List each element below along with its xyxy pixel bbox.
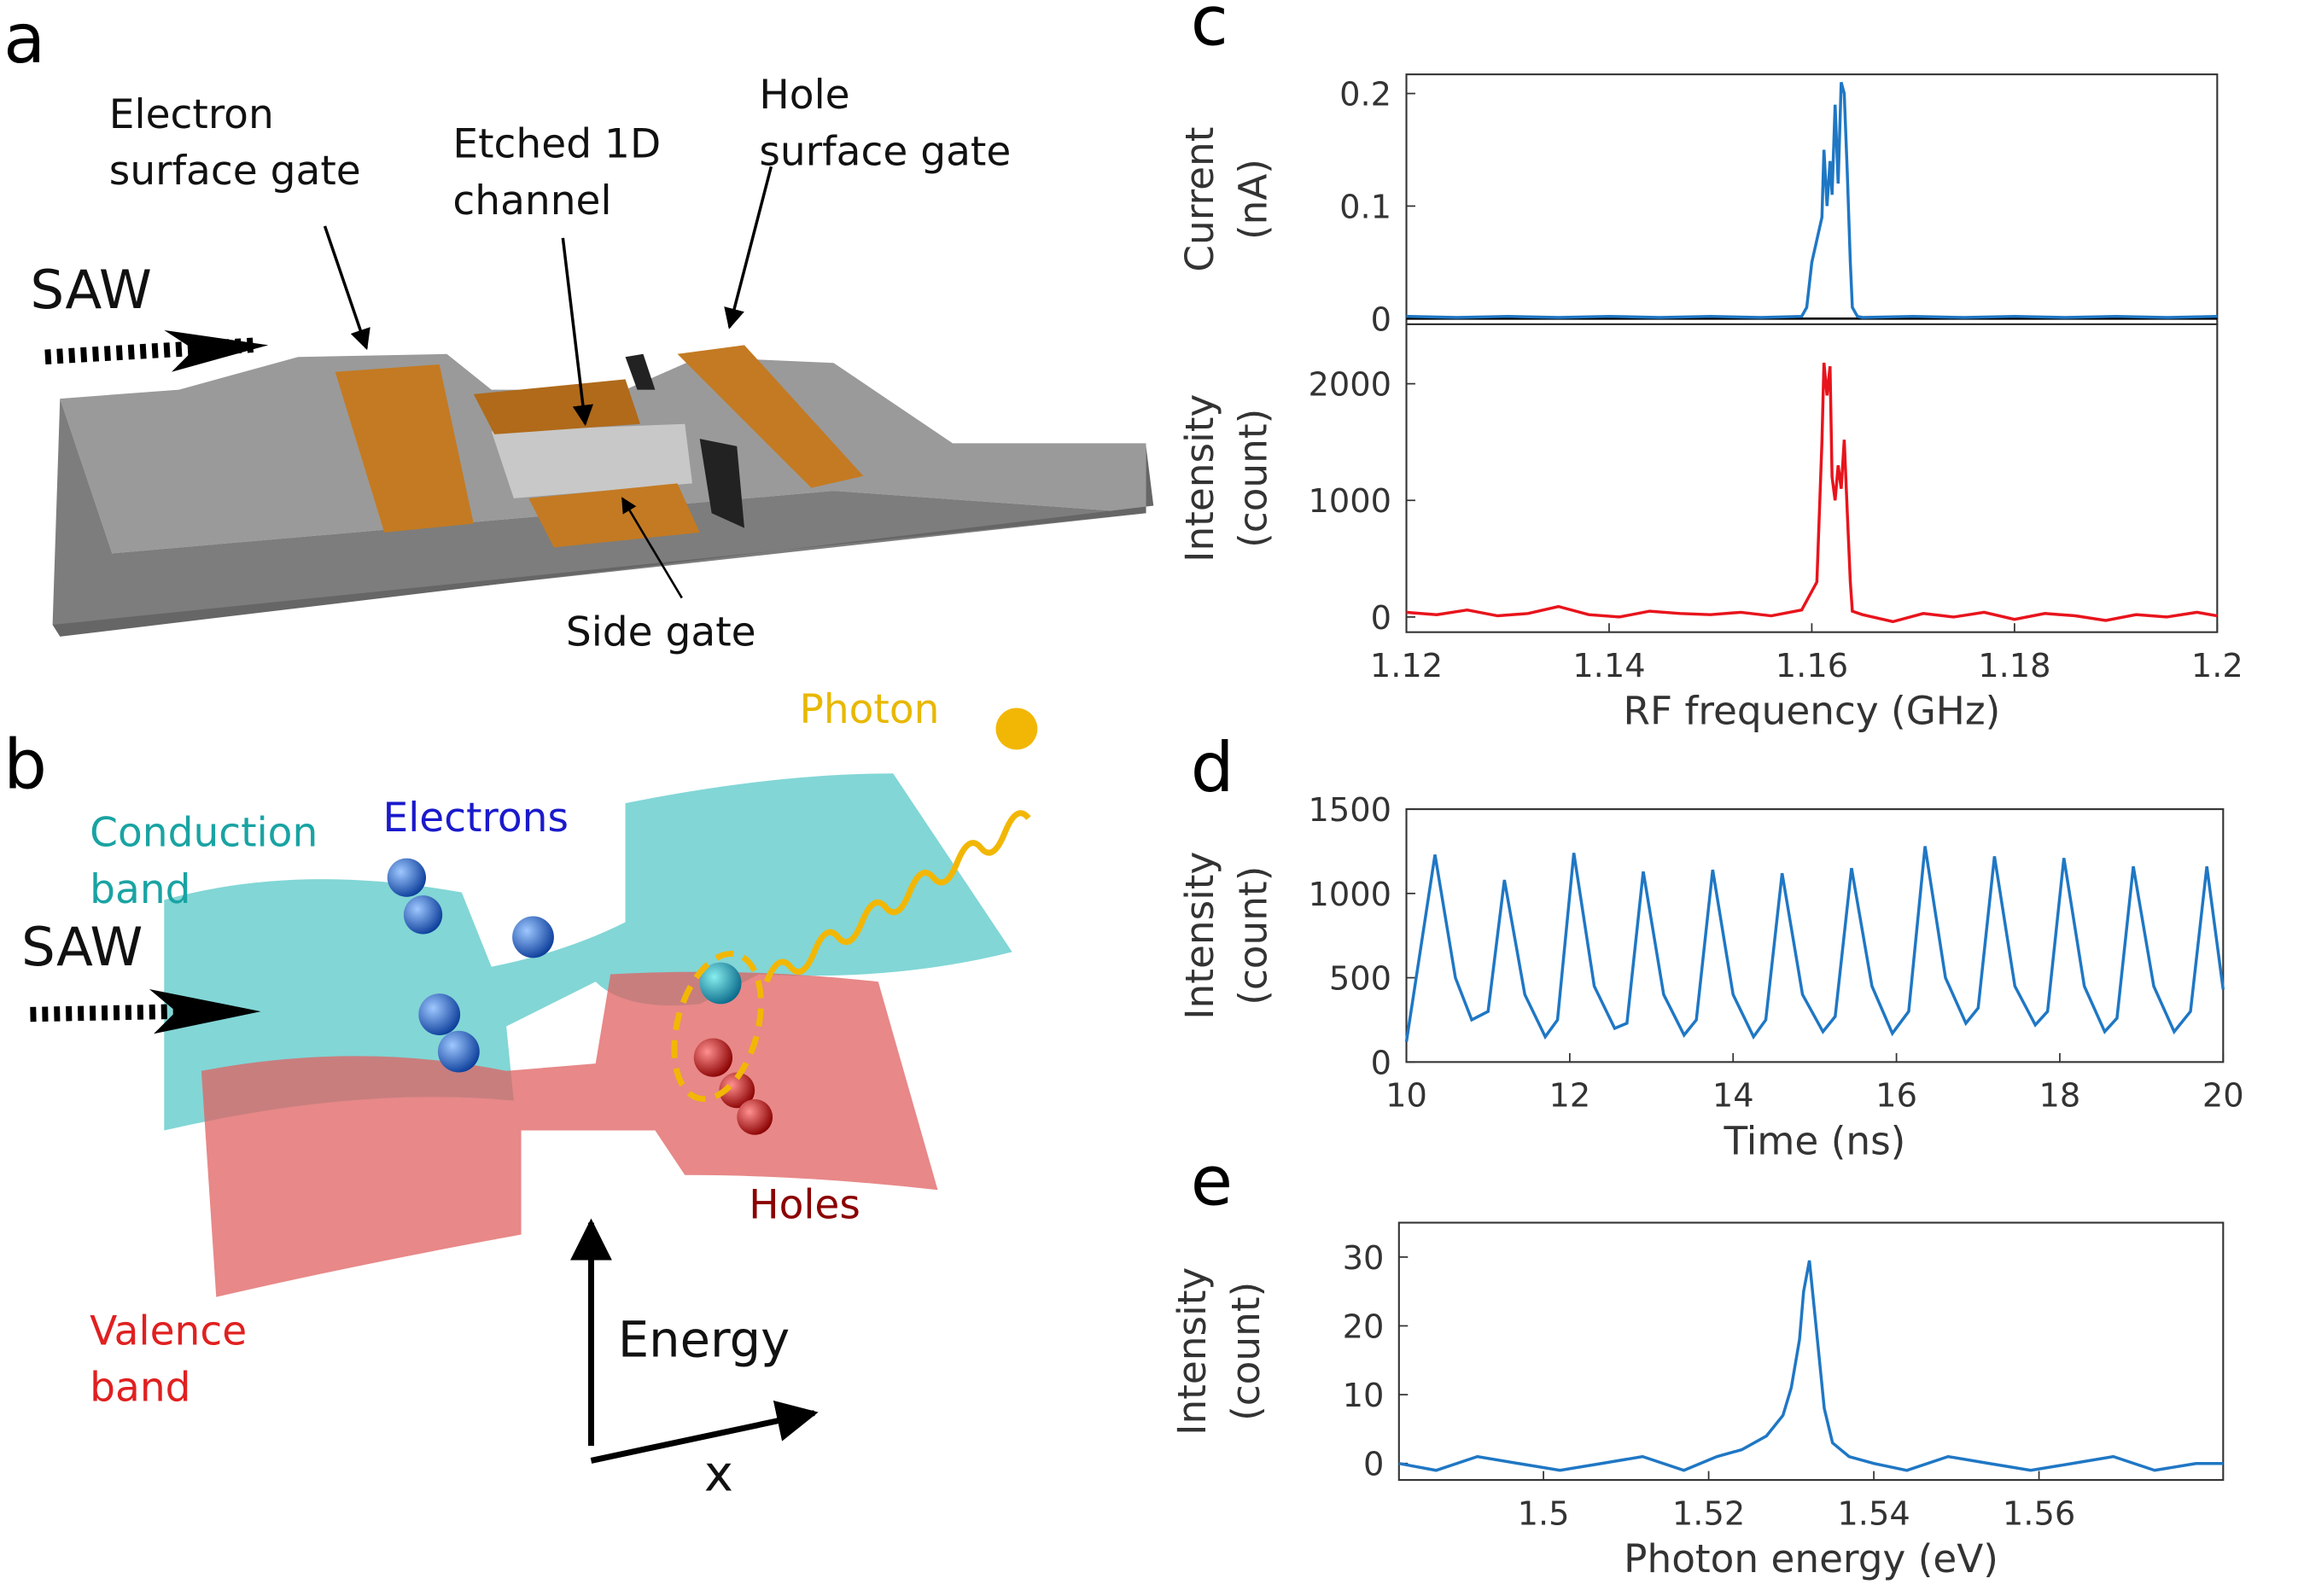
label: channel: [452, 178, 611, 224]
plot-frame: [1405, 73, 2219, 325]
label: Hole: [759, 72, 849, 119]
y-axis-label: (nA): [1231, 159, 1276, 240]
y-tick-label: 20: [1343, 1308, 1385, 1346]
x-tick-label: 1.14: [1572, 647, 1645, 685]
plot-frame: [1405, 323, 2219, 633]
band-diagram: [30, 708, 1038, 1464]
panel-letter: c: [1191, 0, 1228, 61]
label: Electron: [109, 91, 274, 138]
label: SAW: [21, 916, 143, 978]
x-tick-label: 1.54: [1837, 1494, 1910, 1533]
y-tick-label: 1000: [1309, 482, 1392, 521]
y-axis-label: (count): [1231, 409, 1276, 548]
x-tick-label: 1.18: [1978, 647, 2050, 685]
data-line: [1406, 362, 2218, 624]
y-tick-label: 1500: [1309, 791, 1392, 830]
device-diagram: [44, 166, 1154, 637]
label: band: [90, 1365, 190, 1412]
label: band: [90, 866, 190, 913]
y-tick-label: 1000: [1309, 876, 1392, 914]
y-axis-label: (count): [1223, 1282, 1269, 1421]
data-line: [1406, 81, 2218, 319]
panel-letter: e: [1191, 1142, 1233, 1221]
panel-letter: d: [1191, 728, 1234, 807]
label: surface gate: [759, 128, 1011, 175]
x-tick-label: 12: [1549, 1077, 1590, 1115]
x-tick-label: 1.12: [1370, 647, 1443, 685]
label: Conduction: [90, 810, 318, 857]
panel-letter: b: [3, 725, 47, 805]
x-tick-label: 1.52: [1672, 1494, 1745, 1533]
y-tick-label: 0: [1371, 300, 1391, 339]
y-axis-label: Intensity: [1177, 394, 1222, 562]
y-tick-label: 10: [1343, 1377, 1385, 1415]
label: x: [704, 1445, 733, 1502]
y-axis-label: Intensity: [1177, 852, 1222, 1020]
x-tick-label: 20: [2202, 1077, 2244, 1115]
y-tick-label: 0: [1363, 1446, 1384, 1484]
x-axis-label: Photon energy (eV): [1624, 1536, 1998, 1581]
x-tick-label: 1.56: [2003, 1494, 2075, 1533]
x-tick-label: 1.2: [2191, 647, 2243, 685]
y-tick-label: 0: [1371, 1044, 1391, 1082]
y-axis-label: (count): [1231, 866, 1276, 1005]
y-tick-label: 2000: [1309, 366, 1392, 405]
label: SAW: [30, 259, 151, 321]
label: Photon: [799, 686, 939, 733]
x-tick-label: 1.16: [1776, 647, 1848, 685]
label: Holes: [749, 1181, 860, 1228]
data-line: [1404, 846, 2225, 1042]
label: Side gate: [566, 609, 756, 655]
y-axis-label: Current: [1177, 126, 1222, 271]
label: Energy: [618, 1311, 790, 1368]
y-axis-label: Intensity: [1169, 1267, 1215, 1436]
y-tick-label: 500: [1329, 960, 1391, 999]
y-tick-label: 30: [1343, 1239, 1385, 1278]
y-tick-label: 0.1: [1339, 188, 1391, 226]
label: Valence: [90, 1308, 247, 1354]
plot-frame: [1405, 808, 2225, 1063]
plot-frame: [1397, 1221, 2225, 1482]
x-tick-label: 16: [1875, 1077, 1917, 1115]
x-tick-label: 18: [2039, 1077, 2081, 1115]
x-tick-label: 14: [1712, 1077, 1754, 1115]
label: Etched 1D: [452, 121, 661, 168]
panel-letter: a: [3, 0, 45, 79]
y-tick-label: 0.2: [1339, 76, 1391, 114]
x-tick-label: 10: [1385, 1077, 1427, 1115]
label: surface gate: [109, 148, 361, 195]
x-axis-label: RF frequency (GHz): [1624, 689, 2001, 734]
x-axis-label: Time (ns): [1723, 1118, 1905, 1163]
y-tick-label: 0: [1371, 599, 1391, 638]
label: Electrons: [382, 795, 568, 842]
x-tick-label: 1.5: [1518, 1494, 1570, 1533]
data-line: [1398, 1260, 2224, 1472]
